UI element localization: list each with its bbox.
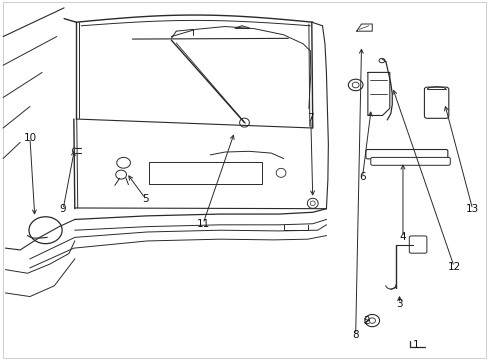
Text: 3: 3 — [395, 299, 402, 309]
Text: 2: 2 — [363, 316, 369, 325]
Text: 5: 5 — [142, 194, 148, 204]
FancyBboxPatch shape — [408, 236, 426, 253]
Text: 10: 10 — [23, 133, 37, 143]
Text: 1: 1 — [412, 340, 419, 350]
Text: 7: 7 — [307, 113, 313, 123]
Text: 6: 6 — [359, 172, 365, 182]
FancyBboxPatch shape — [370, 157, 449, 165]
Text: 8: 8 — [352, 330, 358, 340]
Text: 9: 9 — [60, 204, 66, 215]
FancyBboxPatch shape — [365, 149, 447, 159]
Bar — [149, 162, 261, 184]
Text: 13: 13 — [465, 204, 478, 215]
Text: 4: 4 — [399, 232, 406, 242]
Text: 11: 11 — [196, 219, 209, 229]
Text: 12: 12 — [447, 262, 460, 272]
FancyBboxPatch shape — [424, 87, 448, 118]
